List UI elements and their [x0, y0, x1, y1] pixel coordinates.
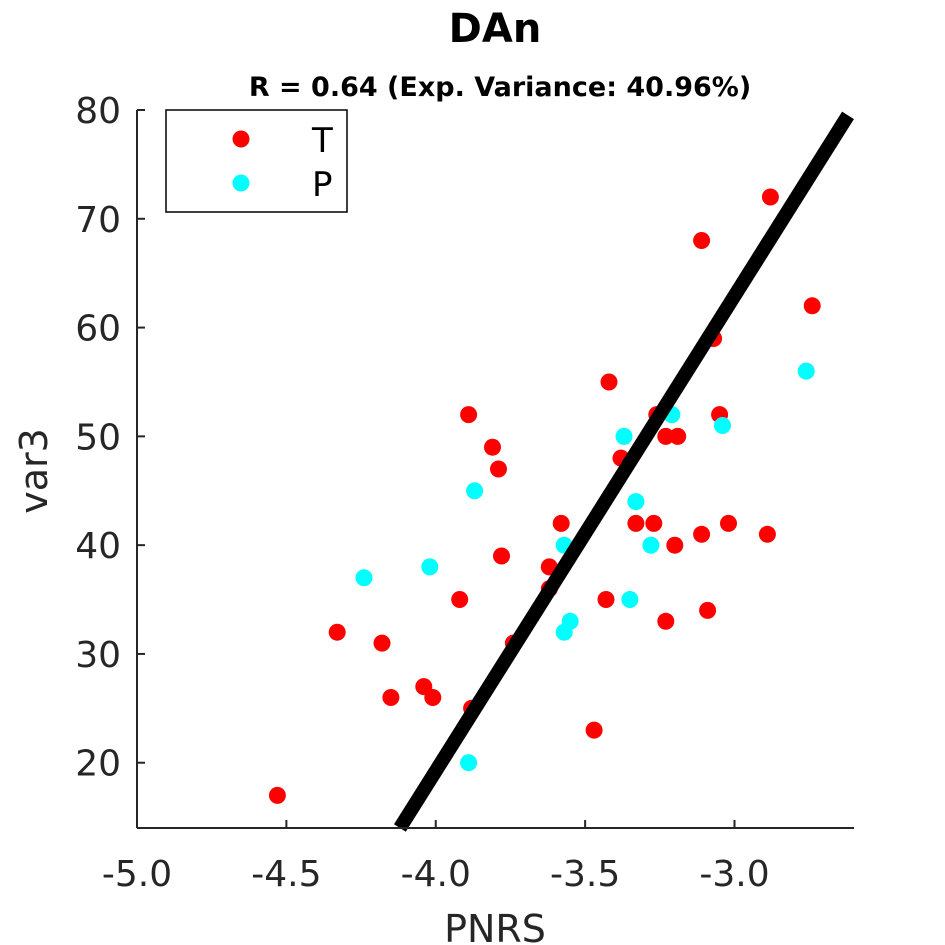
point-p-3 [466, 482, 484, 500]
x-axis-label: PNRS [444, 907, 546, 945]
point-p-6 [561, 612, 579, 630]
point-t-20 [627, 514, 645, 532]
point-t-32 [720, 514, 737, 532]
point-t-18 [600, 373, 618, 391]
x-tick-label-0: -5.0 [102, 854, 172, 895]
point-p-7 [615, 427, 633, 445]
legend-marker-p [232, 174, 250, 192]
y-tick-label-2: 40 [75, 526, 121, 567]
point-t-9 [484, 438, 501, 456]
point-t-27 [693, 232, 711, 249]
point-t-34 [761, 188, 779, 206]
point-p-10 [642, 536, 660, 554]
y-tick-label-4: 60 [75, 309, 121, 350]
y-tick-label-3: 50 [75, 417, 121, 458]
y-tick-label-5: 70 [75, 200, 121, 241]
point-t-11 [493, 547, 510, 565]
point-p-12 [714, 417, 731, 434]
point-t-16 [585, 721, 603, 739]
legend-box [165, 109, 348, 213]
x-tick-label-4: -3.0 [699, 854, 769, 895]
point-t-33 [758, 525, 776, 543]
point-t-1 [328, 623, 346, 641]
y-ticks: 20 30 40 50 60 70 80 [75, 91, 145, 785]
point-t-28 [693, 525, 711, 543]
legend: T P [165, 109, 348, 213]
point-t-8 [460, 406, 478, 424]
point-t-10 [490, 460, 507, 478]
point-t-17 [597, 591, 615, 608]
point-p-1 [421, 558, 439, 576]
point-t-23 [657, 612, 675, 630]
regression-line [393, 111, 854, 832]
point-t-15 [552, 514, 570, 532]
y-tick-label-6: 80 [75, 91, 121, 132]
x-ticks: -5.0 -4.5 -4.0 -3.5 -3.0 [102, 820, 770, 895]
x-tick-label-3: -3.5 [550, 854, 620, 895]
point-p-9 [627, 493, 645, 511]
point-p-8 [621, 591, 639, 608]
point-t-0 [268, 786, 286, 804]
fit-layer [393, 111, 854, 832]
point-t-35 [803, 297, 821, 315]
point-t-6 [451, 591, 469, 608]
point-t-25 [666, 536, 684, 554]
legend-label-p: P [312, 165, 333, 205]
legend-marker-t [232, 130, 250, 148]
point-p-13 [797, 362, 815, 380]
legend-label-t: T [311, 121, 333, 161]
point-t-26 [669, 427, 687, 445]
point-t-21 [645, 514, 663, 532]
point-p-2 [460, 754, 478, 772]
point-t-2 [373, 634, 391, 652]
point-t-3 [382, 689, 400, 706]
x-tick-label-2: -4.0 [401, 854, 471, 895]
point-p-0 [355, 569, 373, 587]
y-axis-label: var3 [12, 428, 56, 514]
y-tick-label-1: 30 [75, 635, 121, 676]
chart-title: DAn [449, 6, 542, 52]
point-t-29 [699, 601, 717, 619]
point-t-24 [657, 427, 675, 445]
y-tick-label-0: 20 [75, 744, 121, 785]
chart-subtitle: R = 0.64 (Exp. Variance: 40.96%) [249, 72, 751, 103]
point-t-5 [424, 689, 442, 706]
x-tick-label-1: -4.5 [251, 854, 321, 895]
